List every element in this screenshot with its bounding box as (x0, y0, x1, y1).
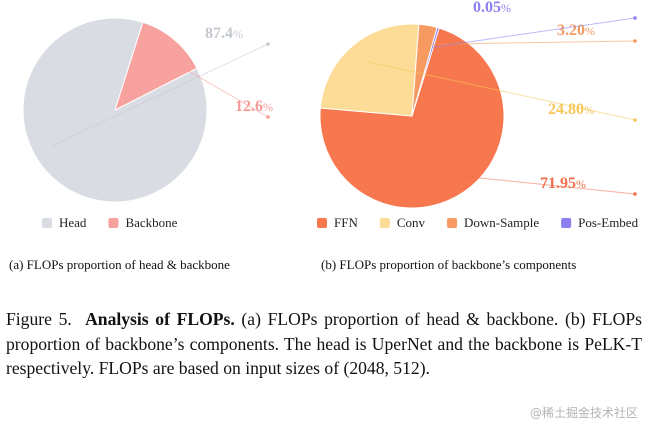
leader-dot-ffn (633, 192, 637, 196)
caption-title: Analysis of FLOPs. (85, 309, 235, 329)
pie-chart-b: 71.95% 24.80% 3.20% 0.05% FFN Conv Down-Sample… (317, 0, 639, 230)
leader-line-ffn (452, 174, 636, 195)
caption-body: (a) FLOPs proportion of head & backbone.… (6, 309, 643, 378)
leader-line-conv (365, 60, 636, 121)
leader-line-head (52, 43, 269, 146)
legend-swatch-down-sample (447, 218, 458, 228)
legend-label-down-sample: Down-Sample (464, 215, 539, 230)
legend-label-backbone: Backbone (125, 215, 177, 230)
pie-chart-a: 87.4% 12.6% Head Backbone (22, 17, 273, 230)
leader-dot-down-sample (633, 39, 637, 43)
watermark: @稀土掘金技术社区 (529, 406, 638, 420)
data-label-backbone: 12.6% (235, 98, 273, 115)
legend-label-pos-embed: Pos-Embed (578, 215, 638, 230)
leader-line-pos-embed (432, 17, 636, 48)
legend-label-conv: Conv (397, 215, 426, 230)
data-label-ffn: 71.95% (540, 175, 586, 192)
legend-swatch-ffn (317, 218, 327, 228)
pie-slice-ffn (319, 26, 505, 209)
legend-swatch-pos-embed (561, 218, 572, 228)
data-label-down-sample: 3.20% (557, 22, 595, 39)
legend-label-head: Head (59, 215, 87, 230)
leader-dot-backbone (266, 115, 270, 119)
legend-label-ffn: FFN (334, 215, 358, 230)
subcaption-b: (b) FLOPs proportion of backbone’s compo… (321, 257, 577, 272)
data-label-head: 87.4% (205, 25, 243, 42)
legend-swatch-conv (379, 218, 390, 228)
data-label-conv: 24.80% (548, 101, 594, 118)
leader-dot-conv (633, 118, 637, 122)
charts-area: 87.4% 12.6% Head Backbone 71.95% 24.80% 3.20% 0… (22, 0, 639, 230)
legend-swatch-backbone (108, 218, 119, 228)
legend-swatch-head (42, 218, 52, 228)
caption-prefix: Figure 5. (6, 309, 72, 329)
leader-line-backbone (161, 54, 269, 118)
pie-slice-backbone (114, 21, 198, 111)
data-label-pos-embed: 0.05% (473, 0, 511, 16)
leader-dot-pos-embed (633, 16, 637, 20)
figure-caption: Figure 5. Analysis of FLOPs. (a) FLOPs p… (6, 307, 642, 381)
pie-slice-pos-embed (411, 26, 440, 117)
leader-dot-head (266, 42, 270, 46)
pie-slice-conv (319, 23, 420, 117)
subcaption-a: (a) FLOPs proportion of head & backbone (9, 257, 230, 272)
